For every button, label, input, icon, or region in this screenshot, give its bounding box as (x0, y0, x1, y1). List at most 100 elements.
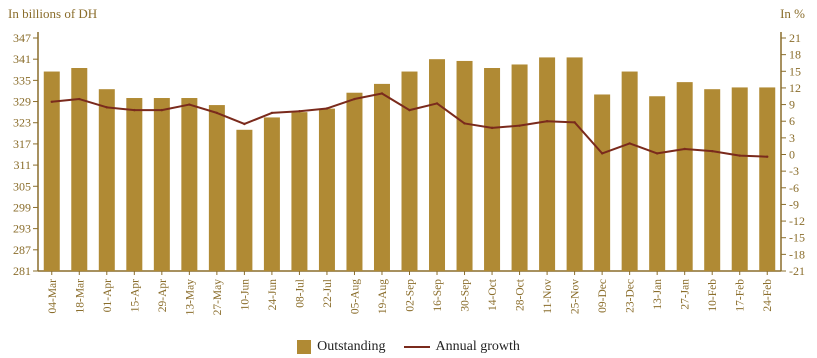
annual-growth-point (353, 97, 356, 101)
x-tick-label: 19-Aug (377, 279, 389, 314)
left-tick-label: 299 (13, 200, 31, 214)
legend-swatch-annual-growth (403, 346, 430, 348)
bar (429, 59, 446, 271)
annual-growth-point (215, 111, 219, 115)
left-tick-label: 281 (13, 264, 31, 278)
right-tick-label: -9 (789, 197, 799, 211)
left-tick-label: 329 (13, 95, 31, 109)
left-tick-label: 311 (13, 158, 31, 172)
left-tick-label: 335 (13, 73, 31, 87)
x-tick-label: 18-Mar (74, 279, 86, 314)
annual-growth-point (160, 108, 164, 112)
x-tick-label: 30-Sep (460, 279, 472, 312)
annual-growth-point (188, 103, 191, 106)
bar (621, 71, 638, 272)
annual-growth-point (298, 110, 301, 113)
annual-growth-point (105, 106, 108, 109)
annual-growth-point (711, 149, 714, 153)
left-tick-label: 293 (13, 222, 31, 236)
left-tick-label: 317 (13, 137, 31, 151)
x-tick-label: 01-Apr (102, 279, 114, 312)
legend-item-outstanding: Outstanding (297, 339, 386, 355)
annual-growth-point (490, 126, 494, 130)
annual-growth-point (50, 100, 53, 103)
annual-growth-point (408, 108, 411, 112)
annual-growth-point (518, 124, 521, 127)
x-tick-label: 28-Oct (515, 278, 527, 311)
bar (126, 98, 143, 271)
right-tick-label: -18 (789, 247, 805, 261)
bar (71, 68, 88, 272)
x-tick-label: 27-May (212, 279, 224, 316)
annual-growth-point (766, 155, 769, 158)
annual-growth-point (78, 97, 81, 101)
annual-growth-point (600, 152, 604, 155)
bar (511, 64, 528, 272)
bar (153, 98, 170, 271)
annual-growth-point (270, 111, 274, 115)
legend-label-annual-growth: Annual growth (435, 339, 520, 354)
annual-growth-point (573, 121, 576, 124)
bar (236, 129, 253, 271)
right-tick-label: -3 (789, 164, 799, 178)
right-tick-label: 21 (789, 31, 801, 45)
right-tick-label: 15 (789, 64, 801, 78)
x-tick-label: 25-Nov (570, 279, 582, 314)
right-tick-label: 6 (789, 114, 795, 128)
x-tick-label: 15-Apr (129, 279, 141, 312)
annual-growth-point (683, 147, 686, 151)
x-tick-label: 17-Feb (735, 279, 747, 312)
bar (208, 105, 225, 271)
bar (704, 89, 721, 271)
bar (291, 112, 308, 272)
bar (401, 71, 418, 272)
bar (181, 98, 198, 271)
bar (649, 96, 666, 271)
x-tick-label: 14-Oct (487, 278, 499, 311)
bar (456, 60, 473, 272)
annual-growth-point (738, 154, 741, 157)
right-tick-label: -21 (789, 264, 805, 278)
annual-growth-point (133, 108, 136, 112)
bar (98, 89, 115, 271)
annual-growth-point (435, 102, 439, 105)
x-tick-label: 08-Jul (294, 279, 306, 308)
right-tick-label: -15 (789, 231, 805, 245)
x-tick-label: 13-May (184, 279, 196, 316)
legend: Outstanding Annual growth (0, 339, 817, 355)
annual-growth-point (325, 107, 329, 110)
right-tick-label: 18 (789, 48, 801, 62)
bar (759, 87, 776, 271)
x-tick-label: 23-Dec (625, 279, 637, 313)
x-tick-label: 11-Nov (542, 279, 554, 314)
right-tick-label: 9 (789, 98, 795, 112)
x-tick-label: 24-Jun (267, 279, 279, 311)
annual-growth-point (463, 122, 466, 125)
legend-item-annual-growth: Annual growth (403, 339, 520, 355)
bar (373, 83, 390, 271)
bar (43, 71, 60, 272)
x-tick-label: 13-Jan (652, 279, 664, 310)
left-tick-label: 305 (13, 179, 31, 193)
bar (484, 68, 501, 272)
x-tick-label: 24-Feb (762, 279, 774, 312)
annual-growth-point (655, 152, 659, 155)
x-tick-label: 02-Sep (405, 279, 417, 312)
legend-label-outstanding: Outstanding (317, 339, 386, 354)
left-tick-label: 347 (13, 31, 31, 45)
right-tick-label: 3 (789, 131, 795, 145)
left-axis-unit-label: In billions of DH (8, 6, 98, 21)
annual-growth-point (243, 122, 246, 126)
annual-growth-point (545, 120, 549, 123)
x-tick-label: 05-Aug (349, 279, 361, 314)
bar (731, 87, 748, 271)
x-tick-label: 04-Mar (47, 279, 59, 314)
bar (318, 108, 335, 271)
combo-chart: 281 287 293 299 305 311 317 323 329 335 341 347 -21 -… (13, 31, 805, 316)
right-tick-label: 0 (789, 148, 795, 162)
bar (566, 57, 583, 271)
right-tick-label: 12 (789, 81, 801, 95)
bar (346, 92, 363, 271)
right-tick-label: -12 (789, 214, 805, 228)
left-tick-label: 323 (13, 116, 31, 130)
